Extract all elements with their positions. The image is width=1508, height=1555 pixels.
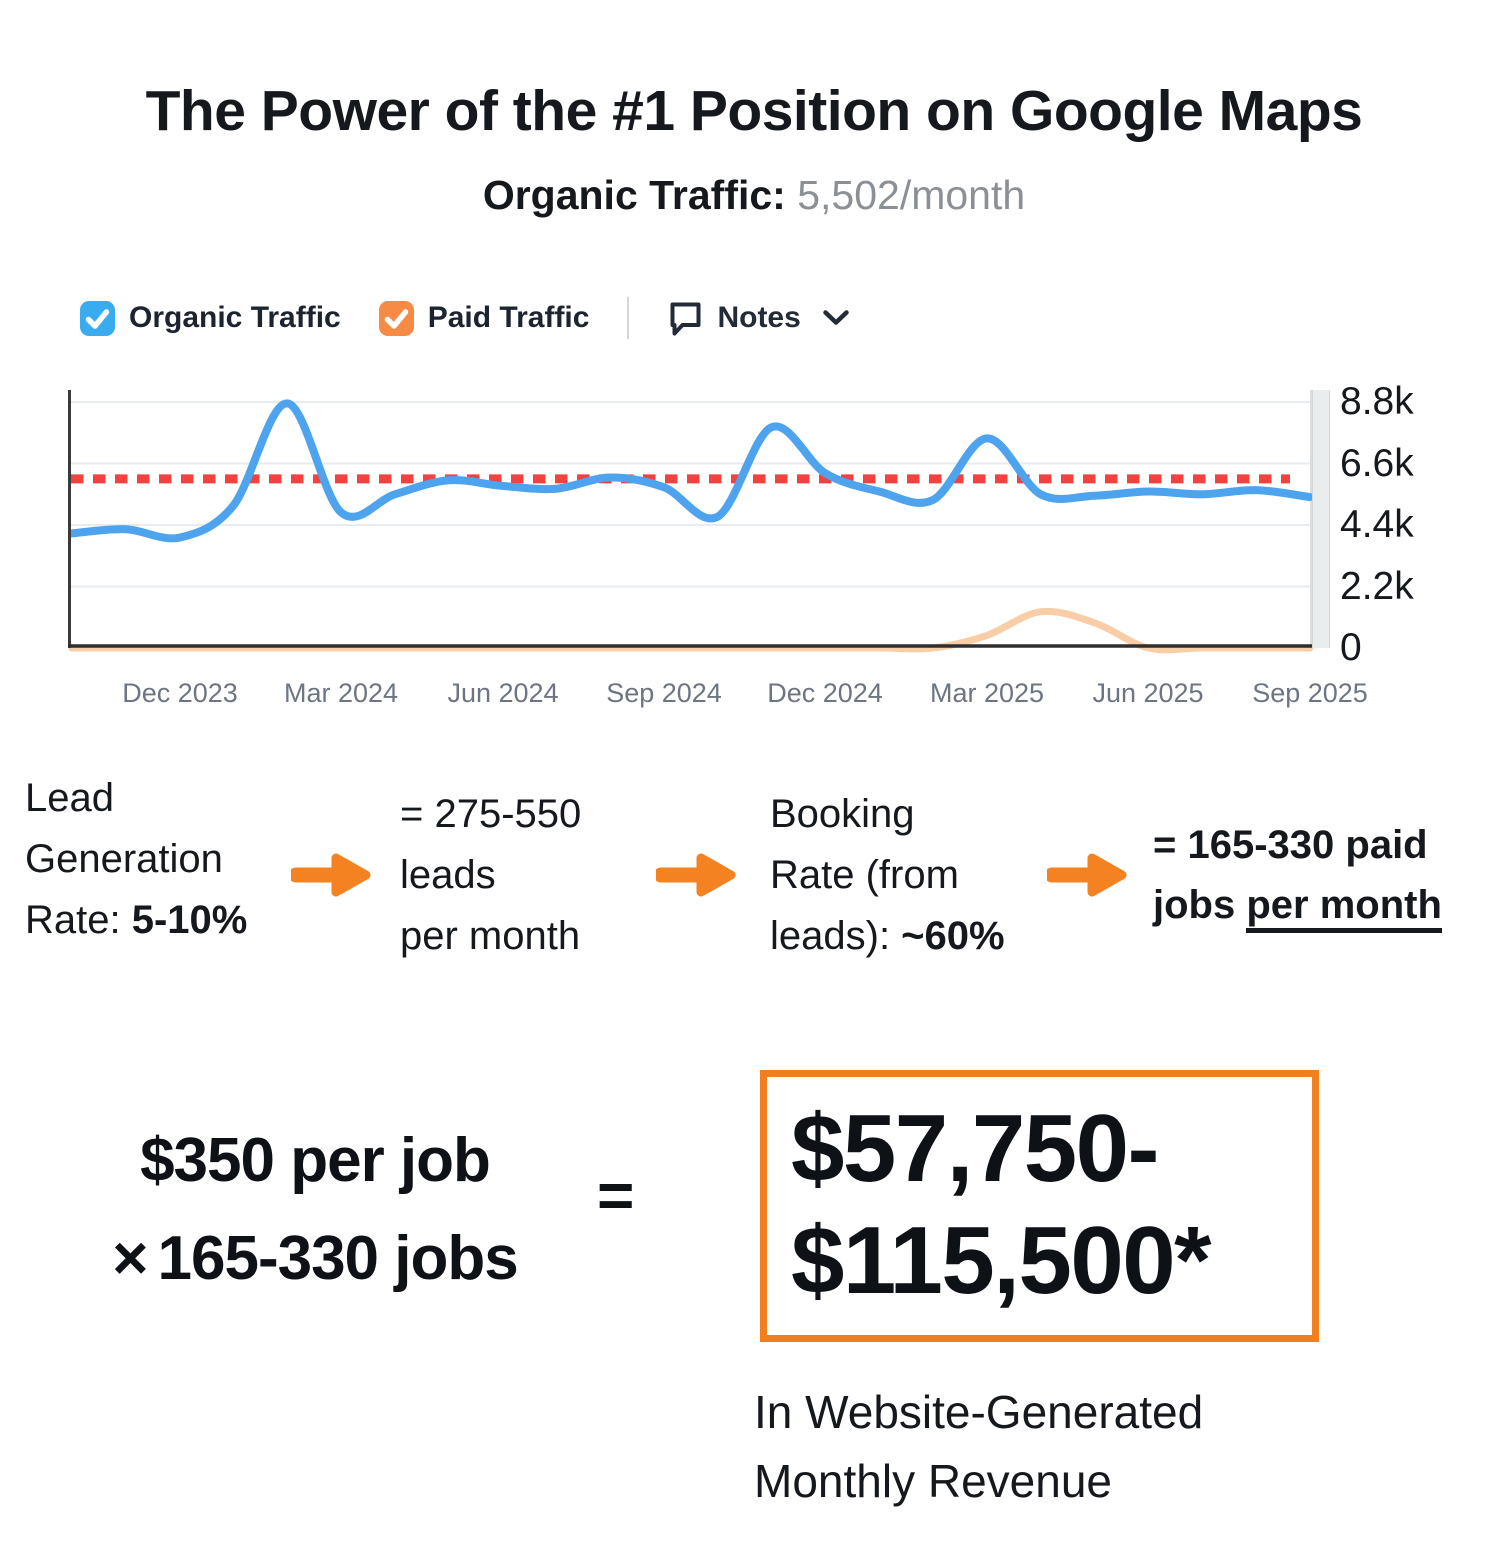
flow-text-bold: 5-10% <box>131 898 248 942</box>
y-axis-label: 4.4k <box>1340 503 1414 546</box>
equation-left: $350 per job × 165-330 jobs <box>55 1112 575 1308</box>
right-arrow-icon <box>656 853 736 897</box>
flow-text: Rate (from <box>770 853 959 897</box>
price-per-job: $350 per job <box>140 1126 491 1195</box>
flow-text: leads <box>400 853 496 897</box>
legend-item-paid-traffic[interactable]: Paid Traffic <box>378 300 590 336</box>
notes-dropdown[interactable]: Notes <box>667 298 849 338</box>
flow-text: = 165-330 paid <box>1153 823 1428 867</box>
x-axis-label: Mar 2024 <box>283 678 399 708</box>
y-axis-label: 2.2k <box>1340 565 1414 608</box>
flow-text: Rate: <box>25 898 132 942</box>
x-axis-label: Jun 2024 <box>447 678 559 708</box>
flow-text: jobs per month <box>1153 875 1442 935</box>
paid-traffic-checkbox[interactable] <box>378 300 414 336</box>
traffic-line-chart <box>68 390 1317 654</box>
y-axis-label: 0 <box>1340 626 1362 669</box>
flow-step-lead-generation-rate: Lead Generation Rate: 5-10% <box>25 768 247 951</box>
y-axis-label: 8.8k <box>1340 380 1414 423</box>
caption-line: Monthly Revenue <box>754 1455 1112 1507</box>
flow-text: Generation <box>25 837 223 881</box>
check-icon <box>384 308 408 329</box>
flow-text: jobs <box>1153 883 1247 927</box>
organic-traffic-checkbox[interactable] <box>80 300 115 336</box>
legend-paid-label: Paid Traffic <box>427 301 590 334</box>
subtitle-label: Organic Traffic: <box>482 172 786 218</box>
equals-sign: = <box>597 1159 635 1231</box>
flow-text: Lead <box>25 776 114 820</box>
legend-item-organic-traffic[interactable]: Organic Traffic <box>80 300 341 336</box>
organic-traffic-line <box>68 399 1314 543</box>
flow-text: leads): <box>770 914 902 958</box>
subtitle-value: 5,502/month <box>797 172 1026 218</box>
x-axis-label: Dec 2024 <box>767 678 883 708</box>
notes-bubble-icon <box>667 298 704 338</box>
chart-legend: Organic Traffic Paid Traffic Notes <box>80 297 850 339</box>
multiply-sign: × <box>112 1224 148 1293</box>
jobs-count-line: × 165-330 jobs <box>55 1210 575 1308</box>
y-axis-label: 6.6k <box>1340 442 1414 485</box>
x-axis-label: Sep 2024 <box>606 678 722 708</box>
revenue-range-line1: $57,750- <box>791 1095 1159 1202</box>
flow-text: Rate: 5-10% <box>25 890 247 951</box>
flow-text: leads): ~60% <box>770 906 1005 967</box>
check-icon <box>85 308 110 329</box>
chevron-down-icon <box>822 309 850 327</box>
jobs-count: 165-330 jobs <box>157 1224 519 1293</box>
flow-step-booking-rate: Booking Rate (from leads): ~60% <box>770 784 1005 967</box>
revenue-caption: In Website-Generated Monthly Revenue <box>754 1378 1203 1516</box>
page-title: The Power of the #1 Position on Google M… <box>145 79 1363 144</box>
flow-text: Booking <box>770 792 915 836</box>
flow-text-underlined: per month <box>1246 883 1442 933</box>
legend-organic-label: Organic Traffic <box>129 301 341 334</box>
subtitle: Organic Traffic: 5,502/month <box>0 172 1508 219</box>
notes-label: Notes <box>717 301 801 334</box>
paid-traffic-line <box>68 607 1314 654</box>
revenue-result-box: $57,750- $115,500* <box>760 1070 1319 1342</box>
x-axis-label: Mar 2025 <box>929 678 1045 708</box>
x-axis-label: Sep 2025 <box>1252 678 1368 708</box>
right-arrow-icon <box>291 853 371 897</box>
x-axis-label: Jun 2025 <box>1092 678 1204 708</box>
legend-divider <box>627 297 630 339</box>
right-arrow-icon <box>1047 853 1127 897</box>
flow-step-paid-jobs-result: = 165-330 paid jobs per month <box>1153 815 1442 935</box>
flow-step-leads-per-month: = 275-550 leads per month <box>400 784 581 967</box>
flow-text-bold: ~60% <box>901 914 1005 958</box>
chart-scrollbar[interactable] <box>1312 390 1330 648</box>
caption-line: In Website-Generated <box>754 1386 1204 1438</box>
revenue-range-line2: $115,500* <box>791 1207 1211 1314</box>
x-axis-label: Dec 2023 <box>122 678 238 708</box>
flow-text: per month <box>400 914 581 958</box>
flow-text: = 275-550 <box>400 792 582 836</box>
